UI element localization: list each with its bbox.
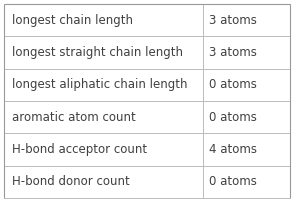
Text: aromatic atom count: aromatic atom count xyxy=(12,111,136,124)
Text: 0 atoms: 0 atoms xyxy=(209,111,257,124)
Text: longest chain length: longest chain length xyxy=(12,14,133,27)
Text: longest straight chain length: longest straight chain length xyxy=(12,46,183,59)
Text: 3 atoms: 3 atoms xyxy=(209,14,257,27)
Text: 0 atoms: 0 atoms xyxy=(209,78,257,91)
Text: H-bond donor count: H-bond donor count xyxy=(12,175,130,188)
Text: 3 atoms: 3 atoms xyxy=(209,46,257,59)
Text: 0 atoms: 0 atoms xyxy=(209,175,257,188)
Text: 4 atoms: 4 atoms xyxy=(209,143,257,156)
Text: longest aliphatic chain length: longest aliphatic chain length xyxy=(12,78,188,91)
Text: H-bond acceptor count: H-bond acceptor count xyxy=(12,143,147,156)
